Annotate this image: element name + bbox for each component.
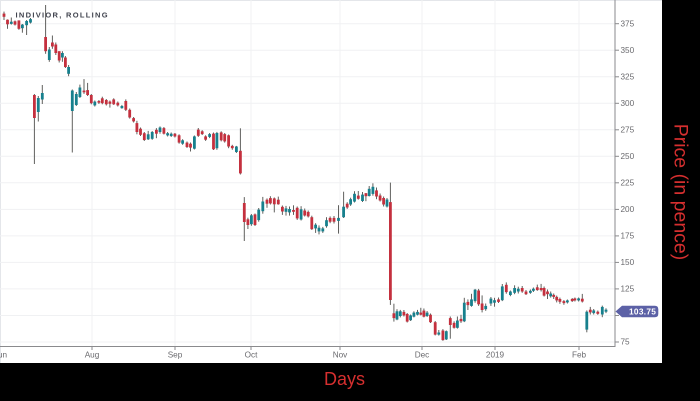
svg-text:INDIVIOR, ROLLING: INDIVIOR, ROLLING (16, 11, 109, 20)
svg-text:275: 275 (621, 125, 635, 134)
svg-text:150: 150 (621, 258, 635, 267)
svg-text:103.75: 103.75 (629, 307, 656, 317)
svg-text:225: 225 (621, 178, 635, 187)
svg-text:125: 125 (621, 285, 635, 294)
svg-text:200: 200 (621, 205, 635, 214)
svg-text:Oct: Oct (245, 351, 258, 360)
svg-text:75: 75 (621, 338, 631, 347)
svg-text:2019: 2019 (486, 351, 505, 360)
svg-text:175: 175 (621, 232, 635, 241)
svg-text:Feb: Feb (572, 351, 587, 360)
svg-text:350: 350 (621, 46, 635, 55)
svg-text:Jun: Jun (0, 351, 8, 360)
svg-text:250: 250 (621, 152, 635, 161)
svg-text:Aug: Aug (85, 351, 100, 360)
svg-text:Sep: Sep (168, 351, 183, 360)
svg-text:375: 375 (621, 19, 635, 28)
svg-text:325: 325 (621, 72, 635, 81)
svg-text:Nov: Nov (333, 351, 348, 360)
svg-text:Dec: Dec (415, 351, 430, 360)
svg-text:300: 300 (621, 99, 635, 108)
